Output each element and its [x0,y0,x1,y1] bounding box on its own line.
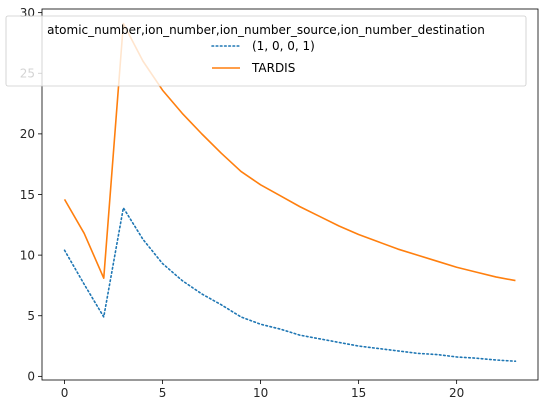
x-tick-label: 0 [61,386,69,400]
legend-label-1: (1, 0, 0, 1) [252,39,315,53]
legend-label-2: TARDIS [251,61,295,75]
legend-entries: (1, 0, 0, 1) TARDIS [211,39,315,75]
y-tick-label: 10 [20,248,35,262]
x-tick-label: 5 [159,386,167,400]
legend: atomic_number,ion_number,ion_number_sour… [5,15,527,87]
legend-title: atomic_number,ion_number,ion_number_sour… [47,23,485,37]
plot-frame [41,8,539,381]
y-tick-label: 20 [20,127,35,141]
x-tick-label: 15 [351,386,366,400]
y-tick-label: 0 [27,370,35,384]
x-tick-label: 10 [253,386,268,400]
legend-box [5,15,527,87]
series-line-1 [63,207,517,363]
y-tick-label: 5 [27,309,35,323]
x-axis-ticks: 0 5 10 15 20 [61,380,464,400]
x-tick-label: 20 [449,386,464,400]
y-tick-label: 15 [20,188,35,202]
